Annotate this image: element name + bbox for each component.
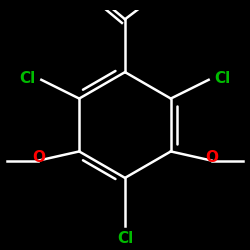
Text: Cl: Cl [214,71,231,86]
Text: O: O [205,150,218,165]
Text: Cl: Cl [117,231,133,246]
Text: Cl: Cl [19,71,36,86]
Text: O: O [32,150,45,165]
